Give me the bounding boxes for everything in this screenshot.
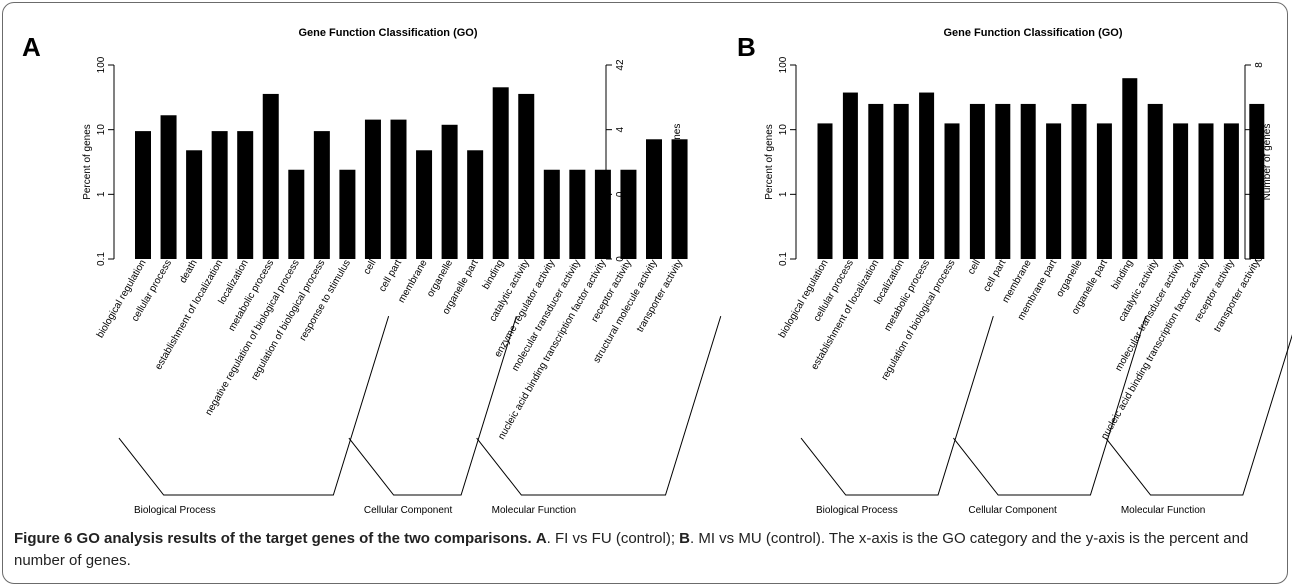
chart-a-ylabel: Percent of genes bbox=[82, 124, 93, 200]
chart-a-category-label: cell bbox=[362, 258, 379, 277]
chart-a-right-tick-label: 42 bbox=[615, 59, 626, 71]
chart-b-bar bbox=[995, 103, 1011, 259]
chart-b-category-label: cell bbox=[966, 258, 983, 277]
chart-a-category-label: death bbox=[178, 258, 200, 285]
caption-panel-b-label: B bbox=[679, 530, 691, 547]
chart-a-group-bracket bbox=[476, 315, 722, 496]
chart-b-bar bbox=[1147, 103, 1163, 259]
chart-a-left-tick-label: 100 bbox=[96, 56, 107, 73]
chart-b-bar bbox=[1071, 103, 1087, 259]
chart-b-y2label: Number of genes bbox=[1262, 124, 1273, 201]
chart-b-group-bracket bbox=[953, 315, 1147, 496]
chart-a-title: Gene Function Classification (GO) bbox=[298, 27, 477, 39]
chart-a-left-tick-label: 1 bbox=[96, 191, 107, 197]
chart-a-bar bbox=[543, 169, 560, 259]
caption-figure-label: Figure 6 bbox=[14, 530, 73, 547]
chart-b-right-tick-label: 8 bbox=[1254, 62, 1265, 68]
chart-a-group-label: Molecular Function bbox=[492, 505, 576, 516]
figure-caption: Figure 6 GO analysis results of the targ… bbox=[14, 528, 1276, 572]
chart-a-bar bbox=[186, 150, 203, 259]
caption-panel-a-label: A bbox=[535, 530, 547, 547]
chart-b-bar bbox=[842, 92, 858, 259]
chart-b-bar bbox=[1096, 123, 1112, 260]
chart-a-bar bbox=[339, 169, 356, 259]
chart-a-bar bbox=[364, 119, 381, 259]
chart-a-bar bbox=[211, 131, 228, 259]
chart-a-bar bbox=[518, 93, 535, 259]
caption-panel-b-text: . MI vs MU (control). The x-axis is the … bbox=[14, 530, 1249, 569]
chart-b-bar bbox=[969, 103, 985, 259]
chart-a-bar bbox=[288, 169, 305, 259]
chart-b-bar bbox=[1122, 78, 1138, 259]
chart-a-bar bbox=[620, 169, 637, 259]
chart-b-bar bbox=[1173, 123, 1189, 260]
chart-b-bar bbox=[817, 123, 833, 260]
chart-b-left-tick-label: 0.1 bbox=[778, 252, 789, 266]
chart-a-bar bbox=[416, 150, 433, 259]
chart-b-left-tick-label: 100 bbox=[778, 56, 789, 73]
chart-a-bar bbox=[467, 150, 484, 259]
chart-a-bar bbox=[135, 131, 151, 259]
chart-b-panel-label: B bbox=[737, 32, 756, 62]
chart-a-group-label: Biological Process bbox=[134, 505, 216, 516]
chart-b-bar bbox=[868, 103, 884, 259]
chart-b-bar bbox=[1046, 123, 1062, 260]
chart-a-bar bbox=[160, 115, 177, 259]
chart-b-bar bbox=[1198, 123, 1214, 260]
chart-a-bar bbox=[671, 139, 688, 259]
chart-a-panel-label: A bbox=[22, 32, 41, 62]
chart-b-bar bbox=[919, 92, 935, 259]
chart-b-category-label: cell part bbox=[981, 258, 1008, 294]
chart-a-bar bbox=[441, 124, 458, 259]
chart-b-ylabel: Percent of genes bbox=[764, 124, 775, 200]
chart-a-bar bbox=[313, 131, 330, 259]
caption-headline: GO analysis results of the target genes … bbox=[76, 530, 532, 547]
chart-b-group-bracket bbox=[1105, 334, 1292, 496]
chart-b-category-label: transporter activity bbox=[1212, 258, 1262, 334]
chart-b-bar bbox=[1223, 123, 1239, 260]
chart-a-bar bbox=[492, 87, 509, 259]
chart-b-group-label: Cellular Component bbox=[968, 505, 1057, 516]
chart-a-group-bracket bbox=[348, 315, 517, 496]
chart-b-left-tick-label: 10 bbox=[778, 124, 789, 136]
chart-a-bar bbox=[237, 131, 254, 259]
chart-b-group-bracket bbox=[800, 315, 994, 496]
chart-b-bar bbox=[1249, 103, 1265, 259]
chart-a-category-label: cell part bbox=[377, 258, 404, 294]
chart-b-bar bbox=[1020, 103, 1036, 259]
chart-a-bar bbox=[262, 93, 279, 259]
chart-a-right-tick-label: 4 bbox=[615, 126, 626, 132]
chart-a-bar bbox=[569, 169, 586, 259]
chart-a-left-tick-label: 10 bbox=[96, 124, 107, 136]
chart-b-title: Gene Function Classification (GO) bbox=[943, 27, 1122, 39]
chart-a-group-label: Cellular Component bbox=[364, 505, 453, 516]
chart-b-bar bbox=[944, 123, 960, 260]
chart-b-left-tick-label: 1 bbox=[778, 191, 789, 197]
chart-b-category-label: binding bbox=[1110, 258, 1136, 291]
chart-a-left-tick-label: 0.1 bbox=[96, 252, 107, 266]
chart-a-category-label: binding bbox=[481, 258, 507, 291]
chart-b-group-label: Molecular Function bbox=[1121, 505, 1205, 516]
caption-panel-a-text: . FI vs FU (control); bbox=[546, 530, 680, 547]
chart-b-group-label: Biological Process bbox=[816, 505, 898, 516]
chart-a-group-bracket bbox=[118, 315, 390, 496]
chart-a-category-label: transporter activity bbox=[635, 258, 685, 334]
chart-a-bar bbox=[594, 169, 611, 259]
chart-a-bar bbox=[390, 119, 407, 259]
chart-a-bar bbox=[646, 139, 662, 259]
chart-b-bar bbox=[893, 103, 909, 259]
